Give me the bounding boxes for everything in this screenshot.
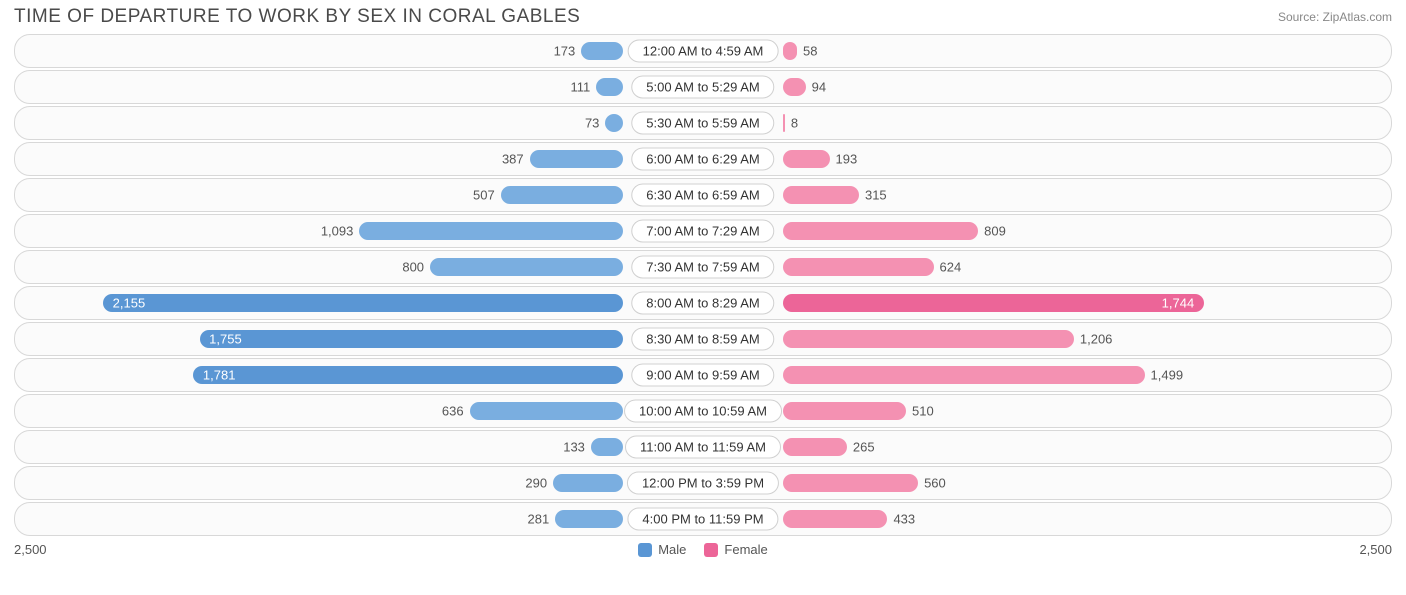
male-value-label: 111 (570, 80, 590, 95)
female-bar (783, 114, 785, 132)
chart-footer: 2,500 Male Female 2,500 (0, 538, 1406, 557)
axis-right-label: 2,500 (1359, 542, 1392, 557)
male-bar (103, 294, 623, 312)
time-range-label: 8:30 AM to 8:59 AM (631, 328, 774, 351)
male-bar (591, 438, 623, 456)
male-bar (596, 78, 623, 96)
time-range-label: 5:30 AM to 5:59 AM (631, 112, 774, 135)
chart-row: 1,781 1,499 9:00 AM to 9:59 AM (14, 358, 1392, 392)
chart-row: 636 510 10:00 AM to 10:59 AM (14, 394, 1392, 428)
legend-male-label: Male (658, 542, 686, 557)
chart-row: 387 193 6:00 AM to 6:29 AM (14, 142, 1392, 176)
male-bar (581, 42, 623, 60)
male-value-label: 1,755 (201, 332, 250, 347)
female-bar (783, 222, 978, 240)
male-value-label: 290 (525, 476, 547, 491)
male-value-label: 800 (402, 260, 424, 275)
female-value-label: 58 (803, 44, 817, 59)
time-range-label: 12:00 PM to 3:59 PM (627, 472, 779, 495)
female-value-label: 624 (940, 260, 962, 275)
female-bar (783, 186, 859, 204)
female-value-label: 1,744 (1154, 296, 1203, 311)
axis-left-label: 2,500 (14, 542, 47, 557)
time-range-label: 10:00 AM to 10:59 AM (624, 400, 782, 423)
male-bar (193, 366, 623, 384)
time-range-label: 8:00 AM to 8:29 AM (631, 292, 774, 315)
female-value-label: 510 (912, 404, 934, 419)
female-value-label: 433 (893, 512, 915, 527)
time-range-label: 5:00 AM to 5:29 AM (631, 76, 774, 99)
female-bar (783, 42, 797, 60)
chart-row: 281 433 4:00 PM to 11:59 PM (14, 502, 1392, 536)
chart-row: 1,093 809 7:00 AM to 7:29 AM (14, 214, 1392, 248)
female-value-label: 265 (853, 440, 875, 455)
time-range-label: 11:00 AM to 11:59 AM (625, 436, 781, 459)
chart-row: 290 560 12:00 PM to 3:59 PM (14, 466, 1392, 500)
male-bar (555, 510, 623, 528)
male-bar (553, 474, 623, 492)
male-bar (470, 402, 623, 420)
male-value-label: 173 (554, 44, 576, 59)
female-bar (783, 366, 1145, 384)
male-bar (200, 330, 623, 348)
female-bar (783, 510, 887, 528)
chart-header: TIME OF DEPARTURE TO WORK BY SEX IN CORA… (0, 0, 1406, 32)
female-value-label: 94 (812, 80, 826, 95)
female-bar (783, 258, 934, 276)
male-bar (605, 114, 623, 132)
chart-row: 133 265 11:00 AM to 11:59 AM (14, 430, 1392, 464)
male-bar (530, 150, 623, 168)
female-bar (783, 78, 806, 96)
female-value-label: 1,206 (1080, 332, 1113, 347)
female-bar (783, 294, 1204, 312)
female-value-label: 809 (984, 224, 1006, 239)
female-value-label: 8 (791, 116, 798, 131)
male-value-label: 281 (528, 512, 550, 527)
chart-row: 1,755 1,206 8:30 AM to 8:59 AM (14, 322, 1392, 356)
male-value-label: 387 (502, 152, 524, 167)
diverging-bar-chart: 173 58 12:00 AM to 4:59 AM 111 94 5:00 AM to … (0, 32, 1406, 536)
legend: Male Female (638, 542, 768, 557)
time-range-label: 6:30 AM to 6:59 AM (631, 184, 774, 207)
male-value-label: 636 (442, 404, 464, 419)
male-bar (359, 222, 623, 240)
time-range-label: 7:00 AM to 7:29 AM (631, 220, 774, 243)
legend-item-female: Female (704, 542, 767, 557)
male-value-label: 2,155 (105, 296, 154, 311)
time-range-label: 12:00 AM to 4:59 AM (628, 40, 779, 63)
chart-row: 111 94 5:00 AM to 5:29 AM (14, 70, 1392, 104)
female-value-label: 193 (836, 152, 858, 167)
legend-item-male: Male (638, 542, 686, 557)
chart-title: TIME OF DEPARTURE TO WORK BY SEX IN CORA… (14, 6, 580, 28)
time-range-label: 6:00 AM to 6:29 AM (631, 148, 774, 171)
male-value-label: 1,093 (321, 224, 354, 239)
male-bar (501, 186, 623, 204)
male-value-label: 507 (473, 188, 495, 203)
chart-row: 800 624 7:30 AM to 7:59 AM (14, 250, 1392, 284)
male-swatch-icon (638, 543, 652, 557)
time-range-label: 7:30 AM to 7:59 AM (631, 256, 774, 279)
female-value-label: 315 (865, 188, 887, 203)
female-value-label: 560 (924, 476, 946, 491)
male-value-label: 133 (563, 440, 585, 455)
female-bar (783, 474, 918, 492)
male-value-label: 73 (585, 116, 599, 131)
legend-female-label: Female (724, 542, 767, 557)
time-range-label: 4:00 PM to 11:59 PM (627, 508, 778, 531)
time-range-label: 9:00 AM to 9:59 AM (631, 364, 774, 387)
female-bar (783, 438, 847, 456)
female-bar (783, 402, 906, 420)
male-bar (430, 258, 623, 276)
female-bar (783, 330, 1074, 348)
female-value-label: 1,499 (1151, 368, 1184, 383)
chart-row: 173 58 12:00 AM to 4:59 AM (14, 34, 1392, 68)
chart-row: 73 8 5:30 AM to 5:59 AM (14, 106, 1392, 140)
chart-row: 507 315 6:30 AM to 6:59 AM (14, 178, 1392, 212)
female-swatch-icon (704, 543, 718, 557)
female-bar (783, 150, 830, 168)
chart-source: Source: ZipAtlas.com (1278, 10, 1392, 24)
male-value-label: 1,781 (195, 368, 244, 383)
chart-row: 2,155 1,744 8:00 AM to 8:29 AM (14, 286, 1392, 320)
